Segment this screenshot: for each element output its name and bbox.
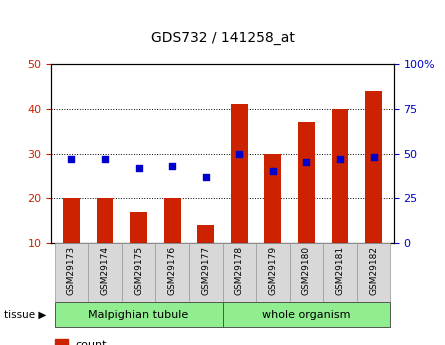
Bar (197, 225, 214, 243)
FancyBboxPatch shape (222, 302, 390, 327)
Point (135, 165, 142, 171)
Text: GSM29177: GSM29177 (201, 246, 210, 295)
Bar (231, 104, 248, 243)
FancyBboxPatch shape (323, 243, 357, 302)
Text: GSM29178: GSM29178 (235, 246, 244, 295)
Text: count: count (75, 340, 107, 345)
Text: GSM29174: GSM29174 (101, 246, 109, 295)
Text: GSM29176: GSM29176 (168, 246, 177, 295)
Text: GSM29179: GSM29179 (268, 246, 277, 295)
Text: GSM29182: GSM29182 (369, 246, 378, 295)
FancyBboxPatch shape (222, 243, 256, 302)
Bar (164, 198, 181, 243)
Text: GSM29175: GSM29175 (134, 246, 143, 295)
Bar (63, 198, 80, 243)
Point (336, 156, 344, 162)
Text: GSM29180: GSM29180 (302, 246, 311, 295)
Bar (298, 122, 315, 243)
Bar (365, 91, 382, 243)
FancyBboxPatch shape (122, 243, 155, 302)
Point (303, 160, 310, 165)
Text: whole organism: whole organism (262, 310, 351, 320)
Text: GSM29173: GSM29173 (67, 246, 76, 295)
Point (236, 151, 243, 156)
Point (68, 156, 75, 162)
FancyBboxPatch shape (256, 243, 290, 302)
Point (202, 174, 209, 180)
FancyBboxPatch shape (290, 243, 323, 302)
Text: tissue ▶: tissue ▶ (4, 310, 47, 320)
FancyBboxPatch shape (357, 243, 390, 302)
FancyBboxPatch shape (155, 243, 189, 302)
Bar (332, 109, 348, 243)
FancyBboxPatch shape (55, 243, 88, 302)
FancyBboxPatch shape (189, 243, 222, 302)
Point (370, 154, 377, 160)
Text: GDS732 / 141258_at: GDS732 / 141258_at (150, 31, 295, 45)
Bar (97, 198, 113, 243)
FancyBboxPatch shape (88, 243, 122, 302)
Bar (55, 339, 69, 345)
Text: GSM29181: GSM29181 (336, 246, 344, 295)
Bar (130, 212, 147, 243)
Point (269, 169, 276, 174)
Bar (264, 154, 281, 243)
Point (101, 156, 109, 162)
Text: Malpighian tubule: Malpighian tubule (89, 310, 189, 320)
Point (169, 163, 176, 169)
FancyBboxPatch shape (55, 302, 222, 327)
